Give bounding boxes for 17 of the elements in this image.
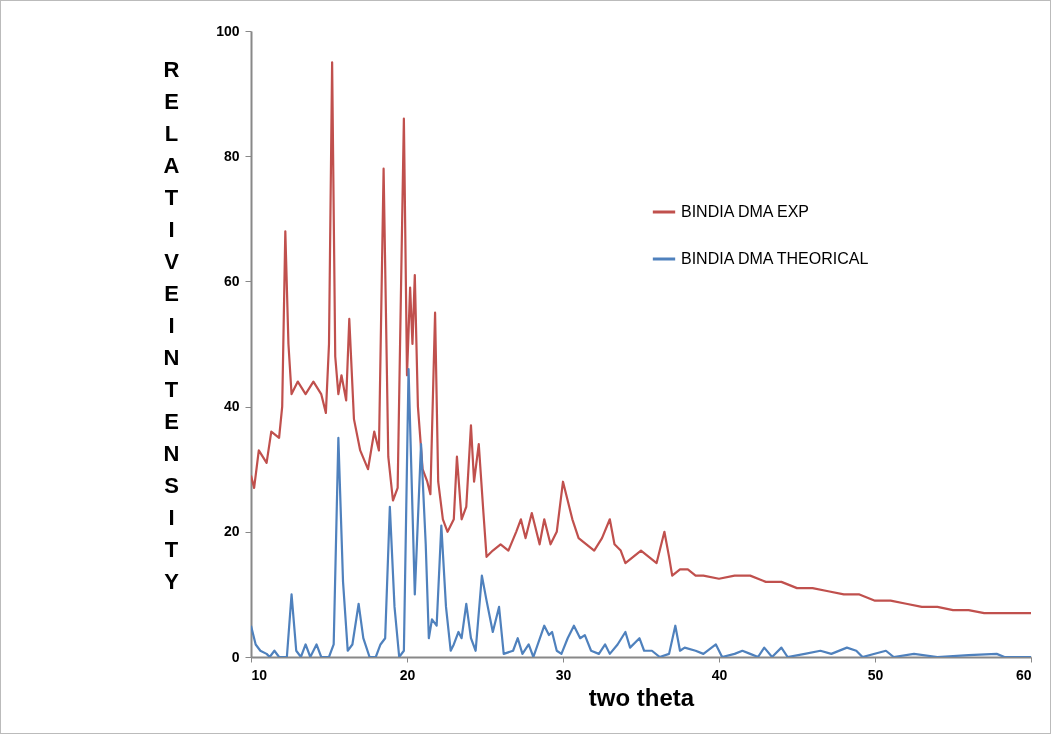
y-tick-label: 20 xyxy=(223,523,240,540)
x-tick-label: 50 xyxy=(867,666,884,683)
legend-label: BINDIA DMA THEORICAL xyxy=(681,250,869,267)
y-tick-label: 40 xyxy=(223,398,240,415)
y-tick-label: 80 xyxy=(223,147,240,164)
y-tick-label: 0 xyxy=(231,648,240,665)
y-tick-label: 60 xyxy=(223,272,240,289)
x-tick-label: 60 xyxy=(1015,666,1032,683)
y-tick-label: 100 xyxy=(216,22,240,39)
line-series xyxy=(251,61,1031,615)
x-tick-label: 20 xyxy=(399,666,416,683)
legend-label: BINDIA DMA EXP xyxy=(681,203,810,220)
x-axis-title: two theta xyxy=(588,683,695,711)
text: RELATIVE INTENSITY xyxy=(163,56,180,594)
x-tick-label: 10 xyxy=(251,666,268,683)
x-tick-label: 40 xyxy=(711,666,728,683)
x-tick-label: 30 xyxy=(555,666,572,683)
